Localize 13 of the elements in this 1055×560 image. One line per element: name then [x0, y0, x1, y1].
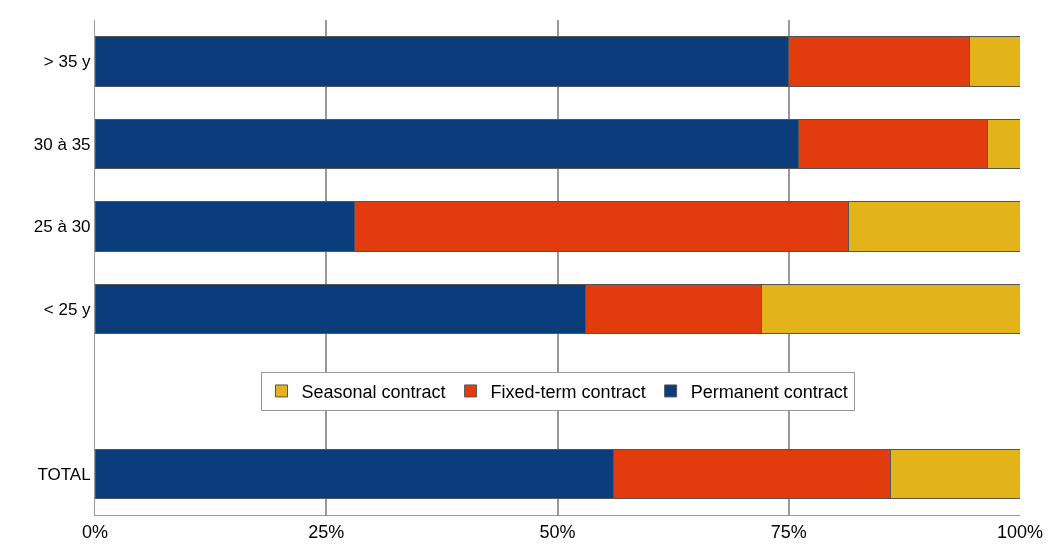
legend-label: Permanent contract: [690, 381, 848, 402]
x-tick-label: 75%: [770, 521, 807, 542]
y-tick-label: < 25 y: [43, 299, 92, 319]
x-tick-label: 100%: [996, 521, 1044, 542]
x-tick-label: 50%: [539, 521, 576, 542]
y-tick-label: 30 à 35: [33, 134, 91, 154]
x-tick-label: 25%: [308, 521, 345, 542]
y-tick-label: TOTAL: [37, 464, 91, 484]
x-tick-label: 0%: [81, 521, 109, 542]
y-tick-label: 25 à 30: [33, 217, 91, 237]
legend-label: Fixed-term contract: [490, 381, 646, 402]
legend-label: Seasonal contract: [301, 381, 446, 402]
y-tick-label: > 35 y: [43, 52, 92, 72]
